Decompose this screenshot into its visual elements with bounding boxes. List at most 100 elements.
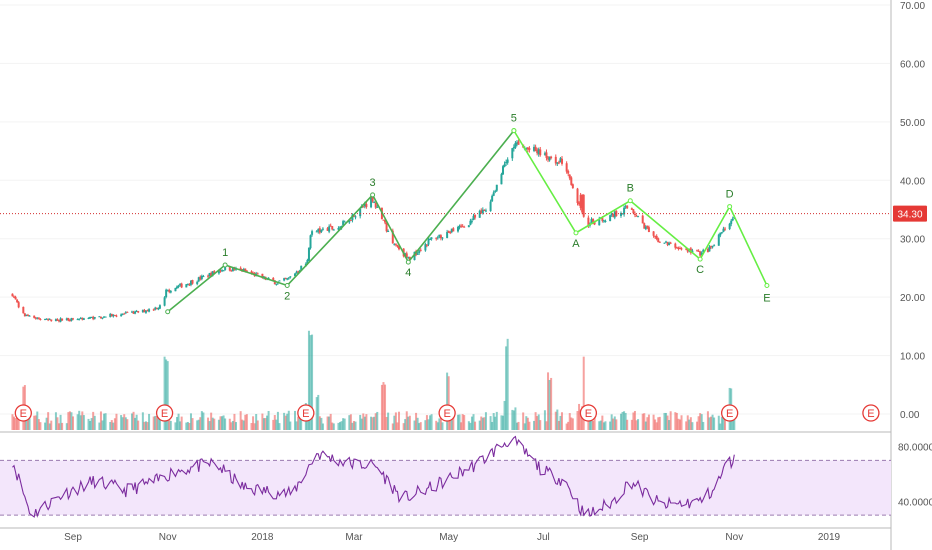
candle-body [297, 271, 300, 273]
volume-bar [626, 419, 629, 430]
candle-body [613, 211, 616, 218]
candle-body [700, 252, 703, 256]
candle-body [582, 194, 585, 217]
candle-body [548, 156, 551, 161]
candle-body [65, 318, 68, 321]
candle-body [710, 246, 713, 248]
candle-body [126, 311, 129, 313]
volume-bar [548, 379, 551, 430]
candle-body [36, 317, 39, 319]
candle-body [545, 152, 548, 158]
volume-bar [604, 421, 607, 430]
volume-bar [447, 376, 450, 430]
candle-body [539, 149, 542, 156]
volume-bar [646, 417, 649, 430]
volume-bar [571, 418, 574, 430]
volume-bar [658, 416, 661, 430]
volume-bar [230, 422, 233, 430]
time-tick-label: 2019 [818, 532, 841, 543]
volume-bar [418, 423, 421, 430]
candle-body [593, 222, 596, 225]
wave-layer: 1 2 3 4 5 A B C D E [165, 113, 771, 315]
candle-body [79, 317, 82, 319]
candle-body [526, 147, 529, 150]
candle-body [169, 290, 172, 293]
candle-body [208, 272, 211, 277]
candle-body [58, 320, 61, 322]
volume-bar [635, 420, 638, 430]
earnings-label: E [726, 408, 733, 420]
volume-bar [328, 416, 331, 430]
candle-body [609, 215, 612, 222]
volume-bar [678, 419, 681, 430]
wave-label-A: A [572, 238, 580, 250]
candle-body [407, 257, 410, 259]
candle-body [362, 206, 365, 208]
volume-bar [242, 420, 245, 430]
volume-bar [696, 421, 699, 430]
candle-body [373, 202, 376, 204]
candle-layer [11, 139, 736, 323]
candle-body [578, 202, 581, 205]
wave-label-4: 4 [405, 267, 411, 279]
candle-body [592, 218, 595, 222]
volume-bar [360, 418, 363, 430]
candle-body [59, 318, 62, 322]
volume-bar [241, 419, 244, 430]
candle-body [665, 241, 668, 243]
volume-bar [321, 423, 324, 430]
candle-body [602, 220, 605, 222]
candle-body [658, 241, 661, 243]
volume-bar [286, 413, 289, 430]
earnings-marker [297, 404, 315, 422]
candle-body [115, 315, 118, 317]
volume-bar [467, 421, 470, 430]
wave-vertex [573, 230, 579, 236]
candle-body [188, 284, 191, 286]
earnings-marker [862, 404, 880, 422]
candle-body [615, 210, 618, 217]
volume-bar [87, 418, 90, 430]
volume-bar [221, 416, 224, 430]
volume-bar [380, 384, 383, 430]
volume-bar [47, 412, 50, 430]
candle-body [624, 206, 627, 208]
volume-bar [458, 414, 461, 430]
volume-bar [120, 415, 123, 430]
candle-body [370, 196, 373, 208]
volume-bar [429, 415, 432, 430]
volume-bar [45, 417, 48, 430]
candle-body [342, 221, 345, 226]
candle-body [460, 225, 463, 227]
volume-bar [11, 414, 14, 430]
candle-body [429, 238, 432, 240]
candle-body [98, 316, 101, 318]
volume-bar [557, 420, 560, 430]
candle-body [537, 149, 540, 155]
volume-bar [157, 413, 160, 430]
candle-body [110, 313, 113, 317]
candle-body [663, 242, 666, 244]
volume-bar [219, 416, 222, 430]
volume-bar [713, 417, 716, 430]
candle-body [121, 313, 124, 315]
candle-body [652, 231, 655, 236]
candle-body [34, 317, 37, 319]
volume-bar [565, 423, 568, 430]
volume-bar [315, 397, 318, 430]
candle-body [633, 213, 636, 215]
volume-bar [297, 416, 300, 430]
candle-body [155, 308, 158, 310]
candle-body [590, 219, 593, 223]
candle-body [317, 229, 320, 232]
earnings-marker [579, 404, 598, 422]
earnings-label: E [867, 408, 874, 420]
candle-body [179, 283, 182, 286]
volume-bar [54, 412, 57, 430]
volume-bar [72, 416, 74, 430]
candle-body [289, 276, 292, 278]
candle-body [511, 148, 514, 159]
volume-bar [186, 421, 189, 430]
volume-bar [550, 377, 553, 430]
